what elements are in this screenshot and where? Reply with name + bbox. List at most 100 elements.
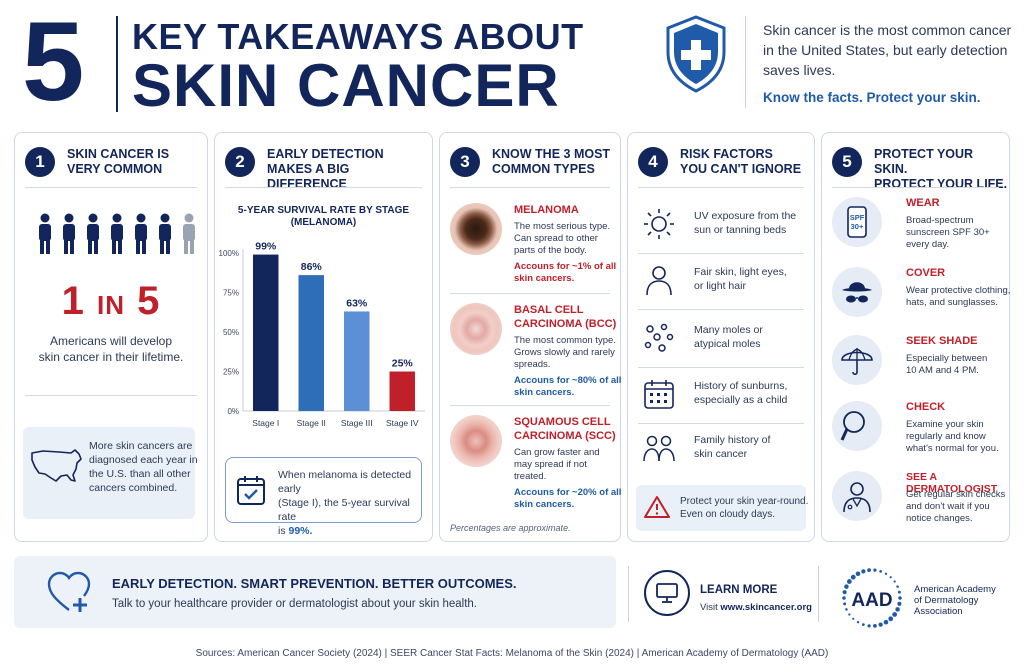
- x-tick-label: Stage III: [341, 418, 373, 428]
- warning-icon: [644, 496, 670, 518]
- logo-dot: [897, 601, 902, 606]
- text-line: Broad-spectrum: [906, 215, 974, 226]
- text-line: may spread if not: [514, 459, 587, 470]
- text-line: UV exposure from the: [694, 210, 797, 222]
- card-risk-factors: 4 RISK FACTORS YOU CAN'T IGNORE UV expos…: [627, 132, 815, 542]
- type-melanoma: MELANOMA The most serious type. Can spre…: [450, 203, 630, 303]
- text-line: the U.S. than all other: [89, 468, 191, 480]
- people-icons: [39, 213, 195, 254]
- person-icon: [646, 266, 672, 296]
- magnifier-icon: [832, 401, 882, 451]
- text-line: especially as a child: [694, 394, 788, 406]
- card-protect-skin: 5 PROTECT YOUR SKIN. PROTECT YOUR LIFE. …: [821, 132, 1010, 542]
- bar-value-label: 86%: [301, 261, 323, 273]
- intro-strong: Know the facts. Protect your skin.: [763, 90, 981, 105]
- protect-item: COVER Wear protective clothing, hats, an…: [832, 267, 1012, 331]
- text-line: skin cancer in their lifetime.: [38, 350, 184, 364]
- card-title: PROTECT YOUR SKIN. PROTECT YOUR LIFE.: [874, 147, 1009, 192]
- text-line: sun or tanning beds: [694, 224, 787, 236]
- text-line: CARCINOMA (SCC): [514, 430, 616, 442]
- family-icon: [643, 435, 675, 462]
- warning-text: Protect your skin year-round. Even on cl…: [680, 495, 810, 521]
- text-line: Protect your skin year-round.: [680, 496, 809, 507]
- bar: [344, 311, 370, 411]
- text-line: Americans will develop: [49, 334, 173, 348]
- text-line: skin cancers.: [514, 499, 575, 510]
- aad-logo: AAD: [842, 568, 902, 628]
- stat-number: 5: [137, 279, 161, 323]
- big-number: 5: [22, 0, 84, 124]
- bar-value-label: 25%: [392, 358, 414, 370]
- us-map-icon: [31, 449, 82, 482]
- logo-dot: [888, 616, 894, 622]
- footer-divider: [818, 566, 819, 622]
- chart-title: 5-YEAR SURVIVAL RATE BY STAGE (MELANOMA): [215, 205, 432, 229]
- text-line: Even on cloudy days.: [680, 509, 776, 520]
- risk-text: Family history of skin cancer: [694, 433, 802, 461]
- visit-url[interactable]: www.skincancer.org: [720, 602, 812, 613]
- text-line: The most common type.: [514, 335, 616, 346]
- header-divider-2: [745, 16, 746, 108]
- risk-text: Many moles or atypical moles: [694, 323, 802, 351]
- text-line: of Dermatology: [914, 595, 979, 606]
- stat-in: IN: [97, 290, 125, 320]
- text-line: skin cancers.: [514, 273, 575, 284]
- title-line-1: KEY TAKEAWAYS ABOUT: [132, 16, 584, 57]
- protect-item: CHECK Examine your skin regularly and kn…: [832, 401, 1012, 465]
- type-accounts: Accouns for ~1% of all skin cancers.: [514, 261, 630, 285]
- stat-number: 1: [61, 279, 85, 323]
- logo-dot: [856, 621, 860, 624]
- aad-logo-text: AAD: [851, 590, 892, 611]
- text-line: what's normal for you.: [906, 443, 999, 454]
- type-scc: SQUAMOUS CELL CARCINOMA (SCC) Can grow f…: [450, 415, 630, 515]
- risk-item: Fair skin, light eyes, or light hair: [638, 263, 802, 315]
- moles-icon: [644, 323, 674, 352]
- text-line: notice changes.: [906, 513, 973, 524]
- logo-dot: [861, 623, 865, 626]
- header-divider: [116, 16, 118, 112]
- text-line: Accouns for ~1% of all: [514, 261, 617, 272]
- text-line: Especially between: [906, 353, 988, 364]
- survival-strong: 99%.: [288, 525, 313, 537]
- text-line: Can grow faster and: [514, 447, 600, 458]
- type-name: BASAL CELL CARCINOMA (BCC): [514, 303, 630, 331]
- y-tick-label: 100%: [219, 249, 239, 258]
- protect-desc: Wear protective clothing, hats, and sung…: [906, 285, 1016, 309]
- card-title: SKIN CANCER IS VERY COMMON: [67, 147, 169, 177]
- text-line: and don't wait if you: [906, 501, 990, 512]
- text-line: treated.: [514, 471, 547, 482]
- visit-link[interactable]: Visit www.skincancer.org: [700, 602, 812, 613]
- text-line: The most serious type.: [514, 221, 611, 232]
- footer-banner: EARLY DETECTION. SMART PREVENTION. BETTE…: [14, 556, 616, 628]
- protect-item: SEE A DERMATOLOGIST Get regular skin che…: [832, 471, 1012, 535]
- card-number: 2: [225, 147, 255, 177]
- logo-dot: [895, 607, 900, 612]
- divider: [638, 253, 804, 254]
- text-line: American Academy: [914, 584, 996, 595]
- logo-dot: [873, 568, 877, 572]
- text-line: sunscreen SPF 30+: [906, 227, 990, 238]
- footnote: Percentages are approximate.: [450, 523, 571, 533]
- text-line: BASAL CELL: [514, 304, 584, 316]
- logo-dot: [897, 590, 901, 594]
- type-bcc: BASAL CELL CARCINOMA (BCC) The most comm…: [450, 303, 630, 403]
- text-line: spreads.: [514, 359, 551, 370]
- card-title-line: YOU CAN'T IGNORE: [680, 162, 802, 176]
- banner-subtitle: Talk to your healthcare provider or derm…: [112, 598, 478, 610]
- logo-dot: [889, 576, 892, 579]
- header: 5 KEY TAKEAWAYS ABOUT SKIN CANCER Skin c…: [0, 0, 1024, 126]
- card-number: 1: [25, 147, 55, 177]
- type-name: SQUAMOUS CELL CARCINOMA (SCC): [514, 415, 630, 443]
- text-line: Family history of: [694, 434, 771, 446]
- chart-title-line: (MELANOMA): [290, 217, 357, 228]
- risk-item: UV exposure from the sun or tanning beds: [638, 207, 802, 259]
- protect-label: SEE A DERMATOLOGIST: [906, 471, 998, 495]
- text-line: 10 AM and 4 PM.: [906, 365, 979, 376]
- hat-sunglasses-icon: [832, 267, 882, 317]
- card-title-line: KNOW THE 3 MOST: [492, 147, 611, 161]
- logo-dot: [843, 602, 847, 606]
- y-tick-label: 25%: [223, 368, 239, 377]
- card-number: 5: [832, 147, 862, 177]
- risk-item: Family history of skin cancer: [638, 431, 802, 483]
- card-number: 3: [450, 147, 480, 177]
